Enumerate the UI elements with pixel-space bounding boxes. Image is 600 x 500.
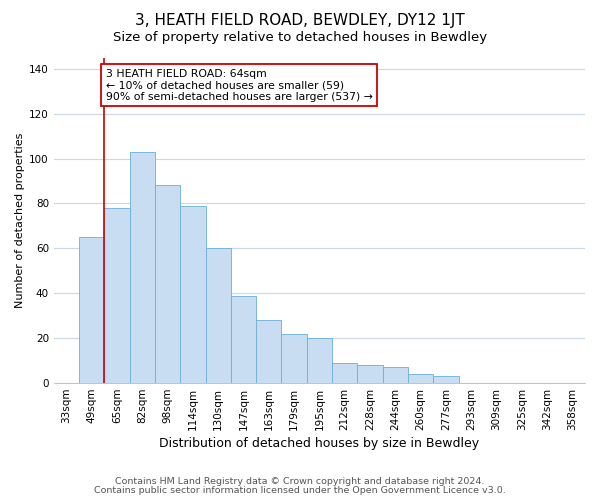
Bar (231, 296, 256, 383)
Text: 3, HEATH FIELD ROAD, BEWDLEY, DY12 1JT: 3, HEATH FIELD ROAD, BEWDLEY, DY12 1JT (135, 12, 465, 28)
Bar (281, 334, 307, 383)
Bar (104, 208, 130, 383)
Bar (180, 206, 206, 383)
Text: Contains public sector information licensed under the Open Government Licence v3: Contains public sector information licen… (94, 486, 506, 495)
Bar (408, 374, 433, 383)
X-axis label: Distribution of detached houses by size in Bewdley: Distribution of detached houses by size … (160, 437, 479, 450)
Text: Contains HM Land Registry data © Crown copyright and database right 2024.: Contains HM Land Registry data © Crown c… (115, 477, 485, 486)
Y-axis label: Number of detached properties: Number of detached properties (15, 132, 25, 308)
Bar (155, 186, 180, 383)
Bar (433, 376, 458, 383)
Bar (256, 320, 281, 383)
Bar (307, 338, 332, 383)
Bar (383, 368, 408, 383)
Bar (130, 152, 155, 383)
Bar (358, 365, 383, 383)
Bar (79, 237, 104, 383)
Text: Size of property relative to detached houses in Bewdley: Size of property relative to detached ho… (113, 31, 487, 44)
Bar (206, 248, 231, 383)
Bar (332, 363, 358, 383)
Text: 3 HEATH FIELD ROAD: 64sqm
← 10% of detached houses are smaller (59)
90% of semi-: 3 HEATH FIELD ROAD: 64sqm ← 10% of detac… (106, 68, 373, 102)
